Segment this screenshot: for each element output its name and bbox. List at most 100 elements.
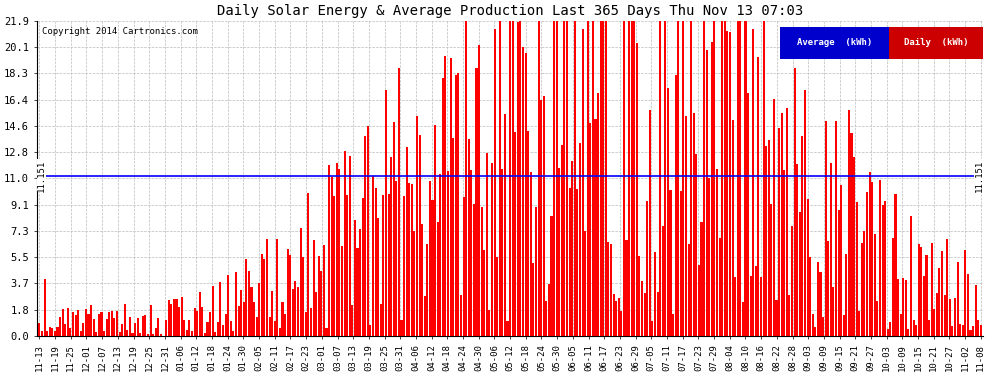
Bar — [908, 329, 910, 336]
Bar — [602, 21, 604, 336]
Bar — [145, 315, 147, 336]
Bar — [483, 251, 485, 336]
Bar — [921, 247, 923, 336]
Bar — [241, 290, 243, 336]
Bar — [56, 327, 58, 336]
Bar — [281, 302, 283, 336]
Bar — [470, 170, 472, 336]
Bar — [948, 299, 950, 336]
Bar — [773, 99, 775, 336]
Bar — [977, 320, 979, 336]
Bar — [964, 250, 966, 336]
Bar — [594, 119, 597, 336]
Bar — [294, 281, 296, 336]
Bar — [154, 328, 156, 336]
Bar — [881, 206, 884, 336]
Bar — [533, 263, 535, 336]
Bar — [926, 255, 928, 336]
Bar — [801, 136, 804, 336]
Bar — [631, 21, 633, 336]
Bar — [170, 304, 172, 336]
Bar — [581, 28, 583, 336]
Bar — [889, 322, 891, 336]
Bar — [571, 161, 573, 336]
Bar — [742, 302, 743, 336]
Bar — [644, 293, 645, 336]
Bar — [695, 154, 697, 336]
Bar — [220, 282, 222, 336]
Bar — [628, 21, 630, 336]
Bar — [900, 314, 902, 336]
Bar — [287, 249, 289, 336]
Bar — [452, 138, 454, 336]
Bar — [830, 163, 832, 336]
Bar — [934, 309, 936, 336]
Bar — [931, 243, 933, 336]
Bar — [584, 231, 586, 336]
Bar — [445, 56, 446, 336]
Bar — [639, 256, 641, 336]
Bar — [621, 311, 623, 336]
Bar — [980, 324, 982, 336]
Bar — [809, 257, 811, 336]
Bar — [842, 315, 844, 336]
Bar — [509, 21, 511, 336]
Bar — [541, 100, 543, 336]
Bar — [496, 256, 498, 336]
Bar — [905, 280, 907, 336]
Bar — [744, 21, 746, 336]
Bar — [674, 75, 677, 336]
Bar — [227, 275, 230, 336]
Bar — [961, 325, 964, 336]
Bar — [936, 293, 938, 336]
Bar — [682, 21, 684, 336]
Bar — [124, 304, 126, 336]
Bar — [847, 111, 850, 336]
Bar — [400, 320, 403, 336]
Bar — [796, 164, 798, 336]
Bar — [648, 110, 650, 336]
Bar — [576, 189, 578, 336]
Bar — [667, 88, 669, 336]
Bar — [863, 231, 865, 336]
Bar — [414, 231, 416, 336]
Bar — [225, 314, 227, 336]
Bar — [307, 193, 310, 336]
Bar — [390, 158, 392, 336]
Bar — [442, 78, 444, 336]
Bar — [514, 132, 517, 336]
Bar — [175, 299, 177, 336]
Bar — [729, 32, 731, 336]
Bar — [841, 185, 842, 336]
Bar — [547, 285, 550, 336]
Bar — [421, 224, 423, 336]
Bar — [669, 190, 671, 336]
Bar — [248, 271, 249, 336]
Bar — [706, 51, 708, 336]
Bar — [429, 181, 431, 336]
Bar — [507, 321, 509, 336]
Bar — [336, 163, 338, 336]
Bar — [732, 120, 734, 336]
Bar — [605, 21, 607, 336]
Bar — [49, 327, 50, 336]
Bar — [258, 283, 260, 336]
Bar — [600, 21, 602, 336]
Bar — [608, 243, 610, 336]
Bar — [641, 281, 644, 336]
Bar — [610, 244, 612, 336]
Bar — [72, 312, 74, 336]
Bar — [685, 116, 687, 336]
Bar — [100, 312, 103, 336]
Bar — [276, 238, 278, 336]
Bar — [887, 329, 889, 336]
Bar — [152, 334, 154, 336]
Bar — [460, 295, 462, 336]
Bar — [757, 57, 759, 336]
Bar — [939, 268, 940, 336]
Bar — [188, 320, 190, 336]
Bar — [380, 304, 382, 336]
Bar — [835, 121, 837, 336]
Bar — [238, 306, 240, 336]
Bar — [178, 307, 180, 336]
